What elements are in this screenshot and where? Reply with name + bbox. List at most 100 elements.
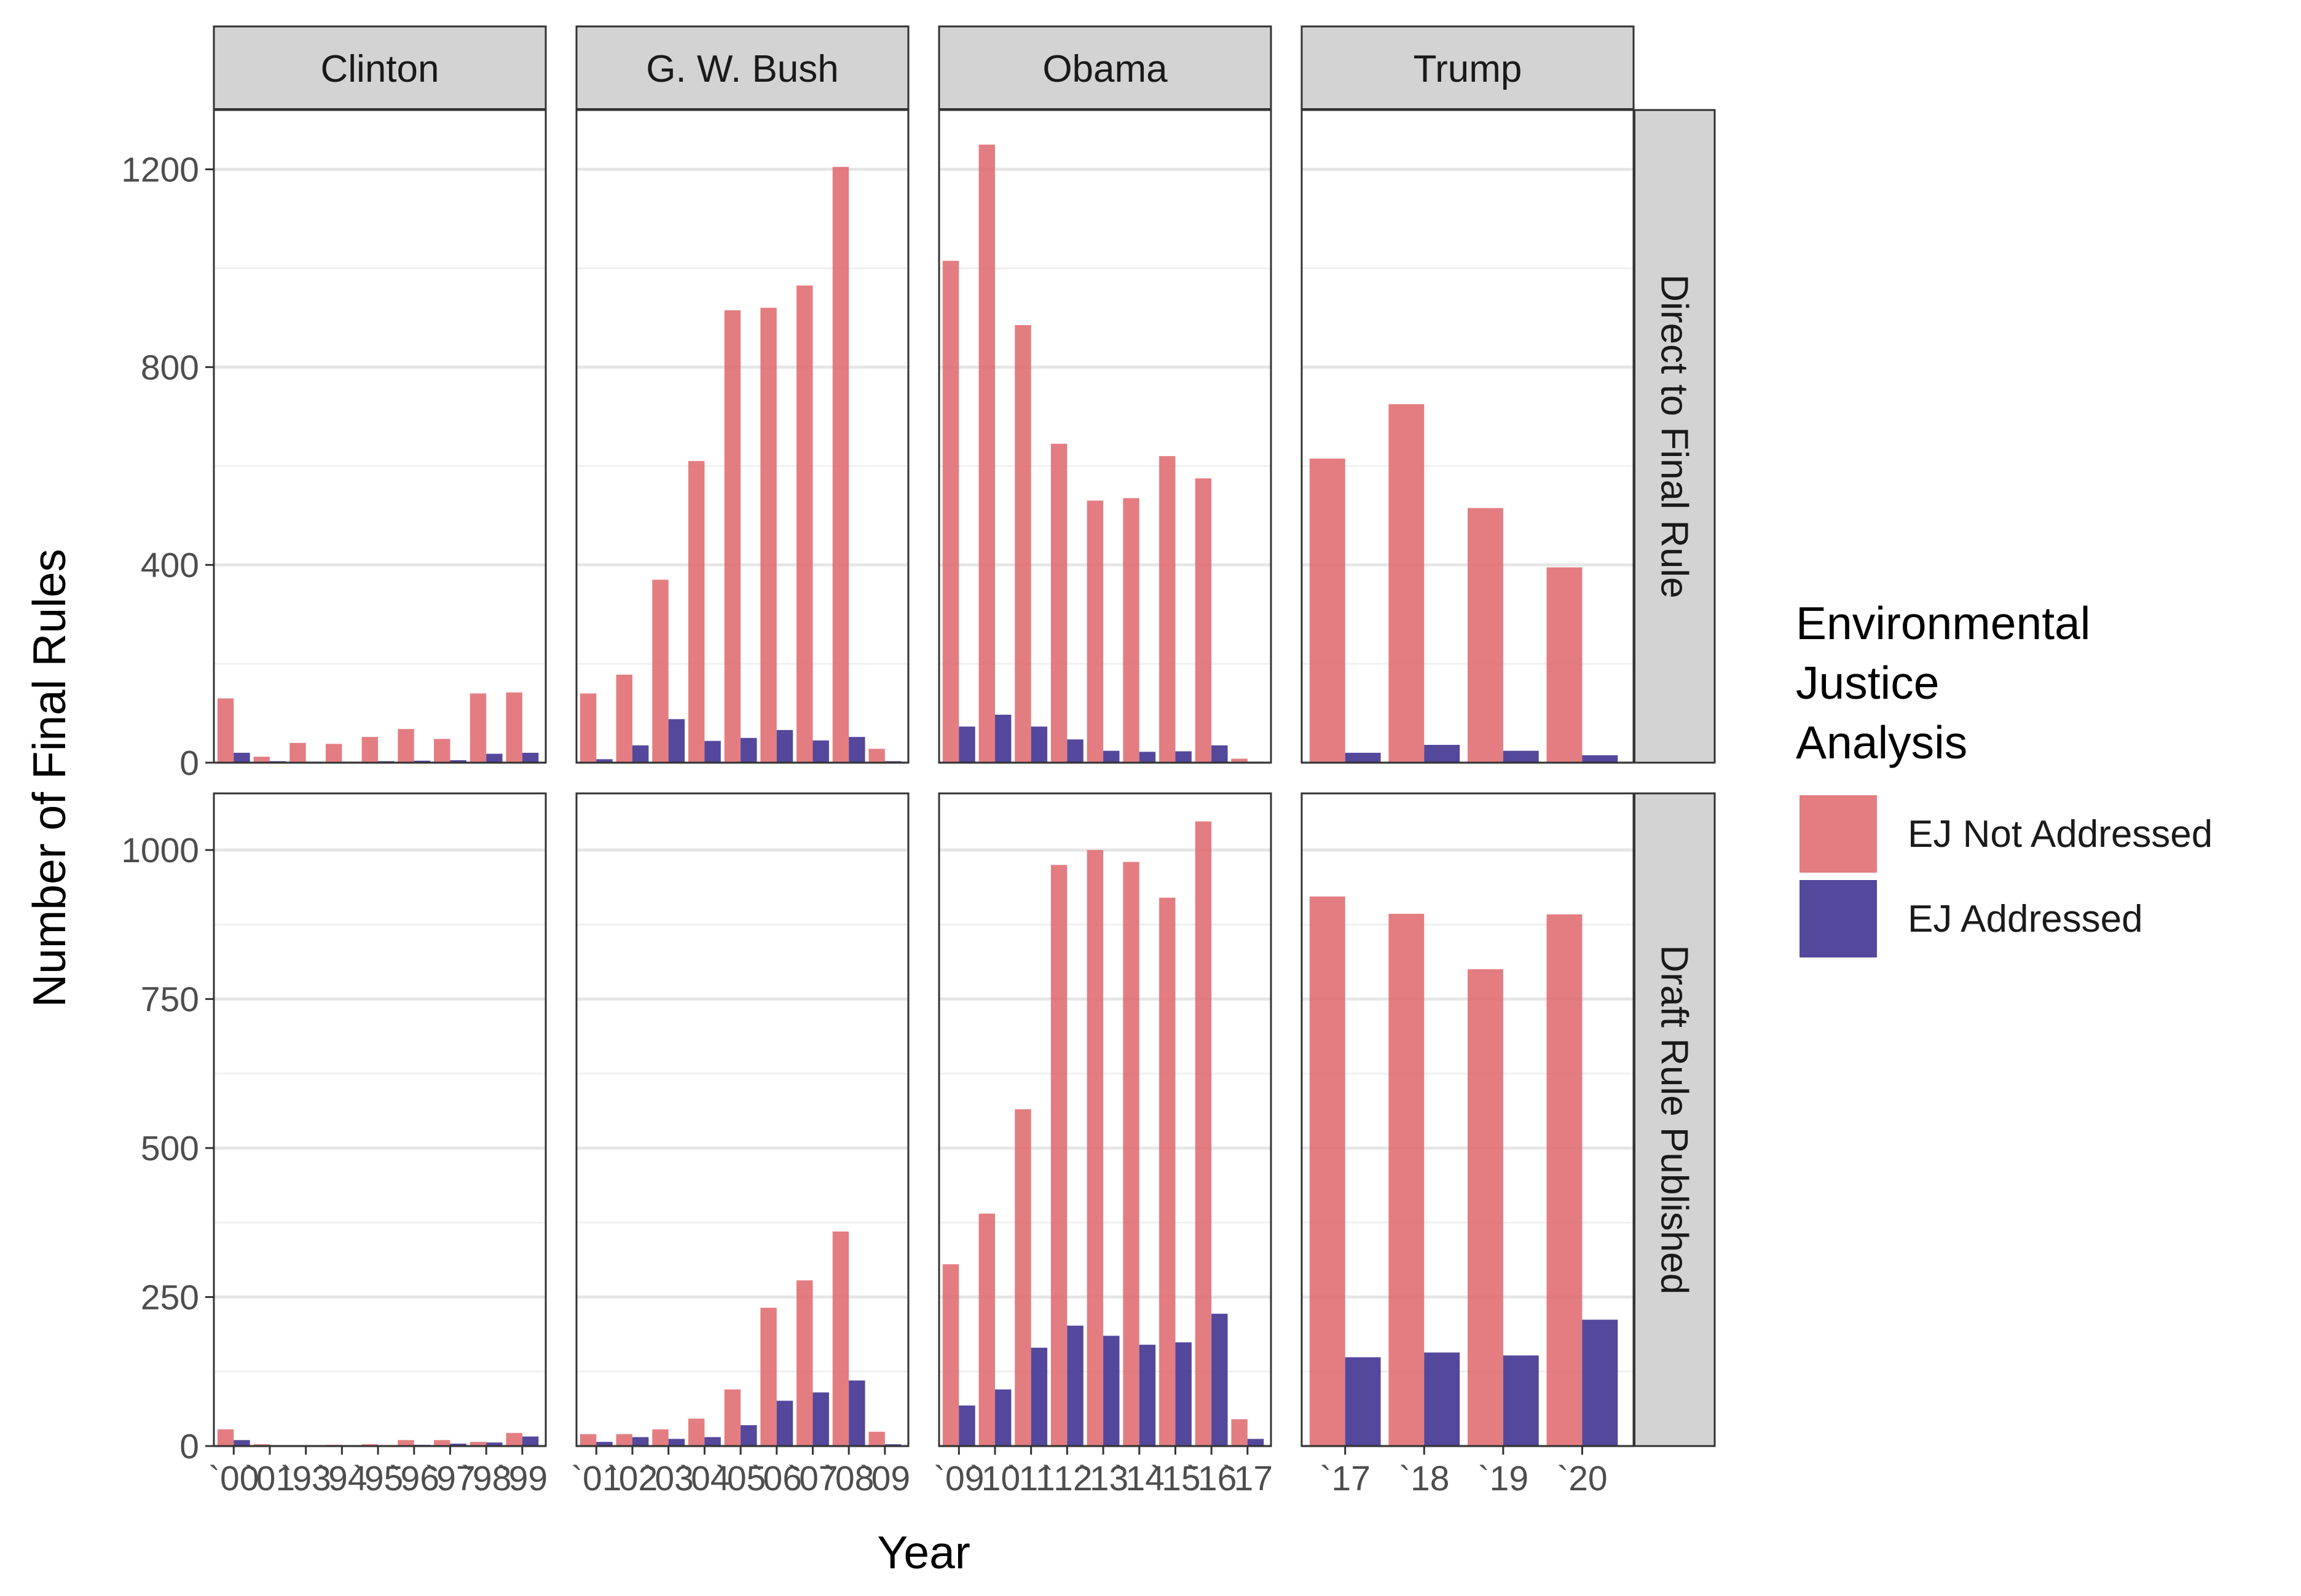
bar-ej-addressed [1139, 1345, 1156, 1446]
bar-ej-not-addressed [616, 674, 632, 763]
bar-ej-not-addressed [506, 1433, 522, 1446]
x-tick-label: `19 [1478, 1459, 1528, 1498]
bar-ej-not-addressed [361, 737, 379, 763]
y-tick-label: 500 [141, 1129, 199, 1168]
y-tick-label: 0 [179, 744, 199, 783]
bar-ej-not-addressed [1159, 456, 1176, 763]
y-tick-label: 250 [141, 1278, 199, 1318]
bar-ej-not-addressed [1123, 498, 1139, 763]
bar-ej-addressed [741, 1425, 757, 1446]
bar-ej-addressed [959, 1405, 975, 1446]
panel-background [576, 110, 908, 763]
facet-panel [213, 109, 547, 765]
legend-key [1800, 880, 1877, 957]
bar-ej-not-addressed [506, 692, 522, 763]
bar-ej-not-addressed [1468, 508, 1503, 763]
bar-ej-addressed [959, 726, 975, 763]
bar-ej-addressed [741, 737, 757, 763]
y-tick-label: 0 [179, 1427, 199, 1466]
bar-ej-not-addressed [398, 729, 414, 763]
bar-ej-addressed [450, 1444, 466, 1446]
y-tick-label: 1000 [121, 831, 199, 870]
bar-ej-not-addressed [470, 1442, 487, 1446]
bar-ej-not-addressed [580, 1434, 597, 1446]
legend: Environmental Justice Analysis EJ Not Addre… [1796, 597, 2212, 957]
bar-ej-addressed [1211, 745, 1228, 763]
y-tick-label: 400 [141, 546, 199, 585]
bar-ej-addressed [812, 1392, 829, 1446]
x-tick-label: `17 [1320, 1459, 1371, 1498]
bar-ej-addressed [1031, 1347, 1048, 1446]
panel-background [214, 793, 546, 1446]
bar-ej-addressed [1582, 755, 1618, 763]
bar-ej-addressed [1031, 726, 1048, 763]
facet-column-label: Trump [1414, 48, 1522, 90]
panel-border [213, 109, 547, 764]
bar-ej-not-addressed [1388, 913, 1425, 1446]
bar-ej-addressed [1103, 1335, 1120, 1446]
bar-ej-not-addressed [688, 461, 705, 763]
bar-ej-addressed [1103, 750, 1120, 763]
x-tick-label: `08 [824, 1459, 874, 1498]
y-tick-label: 800 [141, 348, 199, 387]
x-tick-label: `02 [607, 1459, 658, 1498]
bar-ej-addressed [1067, 1326, 1084, 1446]
x-tick-label: `13 [1078, 1459, 1128, 1498]
bar-ej-not-addressed [1050, 865, 1068, 1446]
legend-title: Environmental [1796, 597, 2090, 649]
x-tick-label: `15 [1150, 1459, 1200, 1498]
facet-column-label: G. W. Bush [646, 48, 839, 90]
bar-ej-not-addressed [1309, 896, 1345, 1446]
bar-ej-not-addressed [1195, 478, 1212, 763]
bar-ej-not-addressed [796, 285, 813, 763]
bar-ej-not-addressed [1468, 969, 1503, 1446]
facet-panel [1300, 792, 1635, 1448]
facet-row-strip: Direct to Final Rule [1632, 109, 1716, 764]
bar-ej-addressed [234, 1440, 250, 1446]
bar-ej-addressed [1424, 745, 1460, 763]
x-tick-label: `03 [643, 1459, 693, 1498]
bar-ej-addressed [1067, 739, 1084, 763]
x-tick-label: `96 [389, 1459, 439, 1498]
x-tick-label: `11 [1007, 1459, 1055, 1498]
bar-ej-addressed [1345, 752, 1381, 763]
bar-ej-addressed [1503, 1355, 1539, 1446]
bar-ej-not-addressed [868, 1431, 885, 1446]
x-tick-label: `06 [752, 1459, 802, 1498]
x-tick-label: `10 [970, 1459, 1020, 1498]
facet-column-strip: Trump [1300, 25, 1635, 112]
legend-title: Justice [1796, 657, 1939, 709]
bar-ej-addressed [1211, 1313, 1228, 1446]
bar-ej-addressed [522, 1436, 539, 1446]
facet-row-label: Draft Rule Published [1653, 945, 1696, 1295]
bar-ej-addressed [632, 745, 649, 763]
bar-ej-not-addressed [760, 307, 777, 763]
x-tick-label: `01 [245, 1459, 295, 1498]
bar-ej-not-addressed [832, 1231, 849, 1446]
x-tick-label: `97 [425, 1459, 475, 1498]
x-tick-label: `09 [934, 1459, 984, 1498]
bar-ej-not-addressed [1015, 1109, 1031, 1446]
x-tick-label: `09 [860, 1459, 910, 1498]
y-tick-label: 1200 [121, 151, 199, 190]
bar-ej-not-addressed [434, 739, 450, 763]
facet-column-strip-bg [938, 25, 1272, 111]
panel-border [575, 792, 910, 1447]
bar-ej-not-addressed [868, 749, 885, 763]
bar-ej-addressed [668, 719, 685, 763]
bar-ej-not-addressed [217, 1429, 234, 1446]
legend-key [1800, 795, 1877, 873]
legend-title: Analysis [1796, 717, 1967, 768]
bar-ej-addressed [1139, 752, 1156, 763]
x-tick-label: `07 [787, 1459, 838, 1498]
bar-ej-not-addressed [724, 1389, 741, 1446]
bar-ej-addressed [522, 752, 539, 763]
facet-column-strip: G. W. Bush [575, 25, 910, 112]
bar-ej-addressed [596, 759, 613, 763]
bar-ej-not-addressed [942, 261, 959, 763]
bar-ej-not-addressed [253, 757, 270, 763]
bar-ej-addressed [1247, 1439, 1264, 1446]
bar-ej-not-addressed [688, 1418, 705, 1446]
facet-panel [938, 792, 1272, 1448]
bar-ej-not-addressed [1195, 821, 1212, 1446]
